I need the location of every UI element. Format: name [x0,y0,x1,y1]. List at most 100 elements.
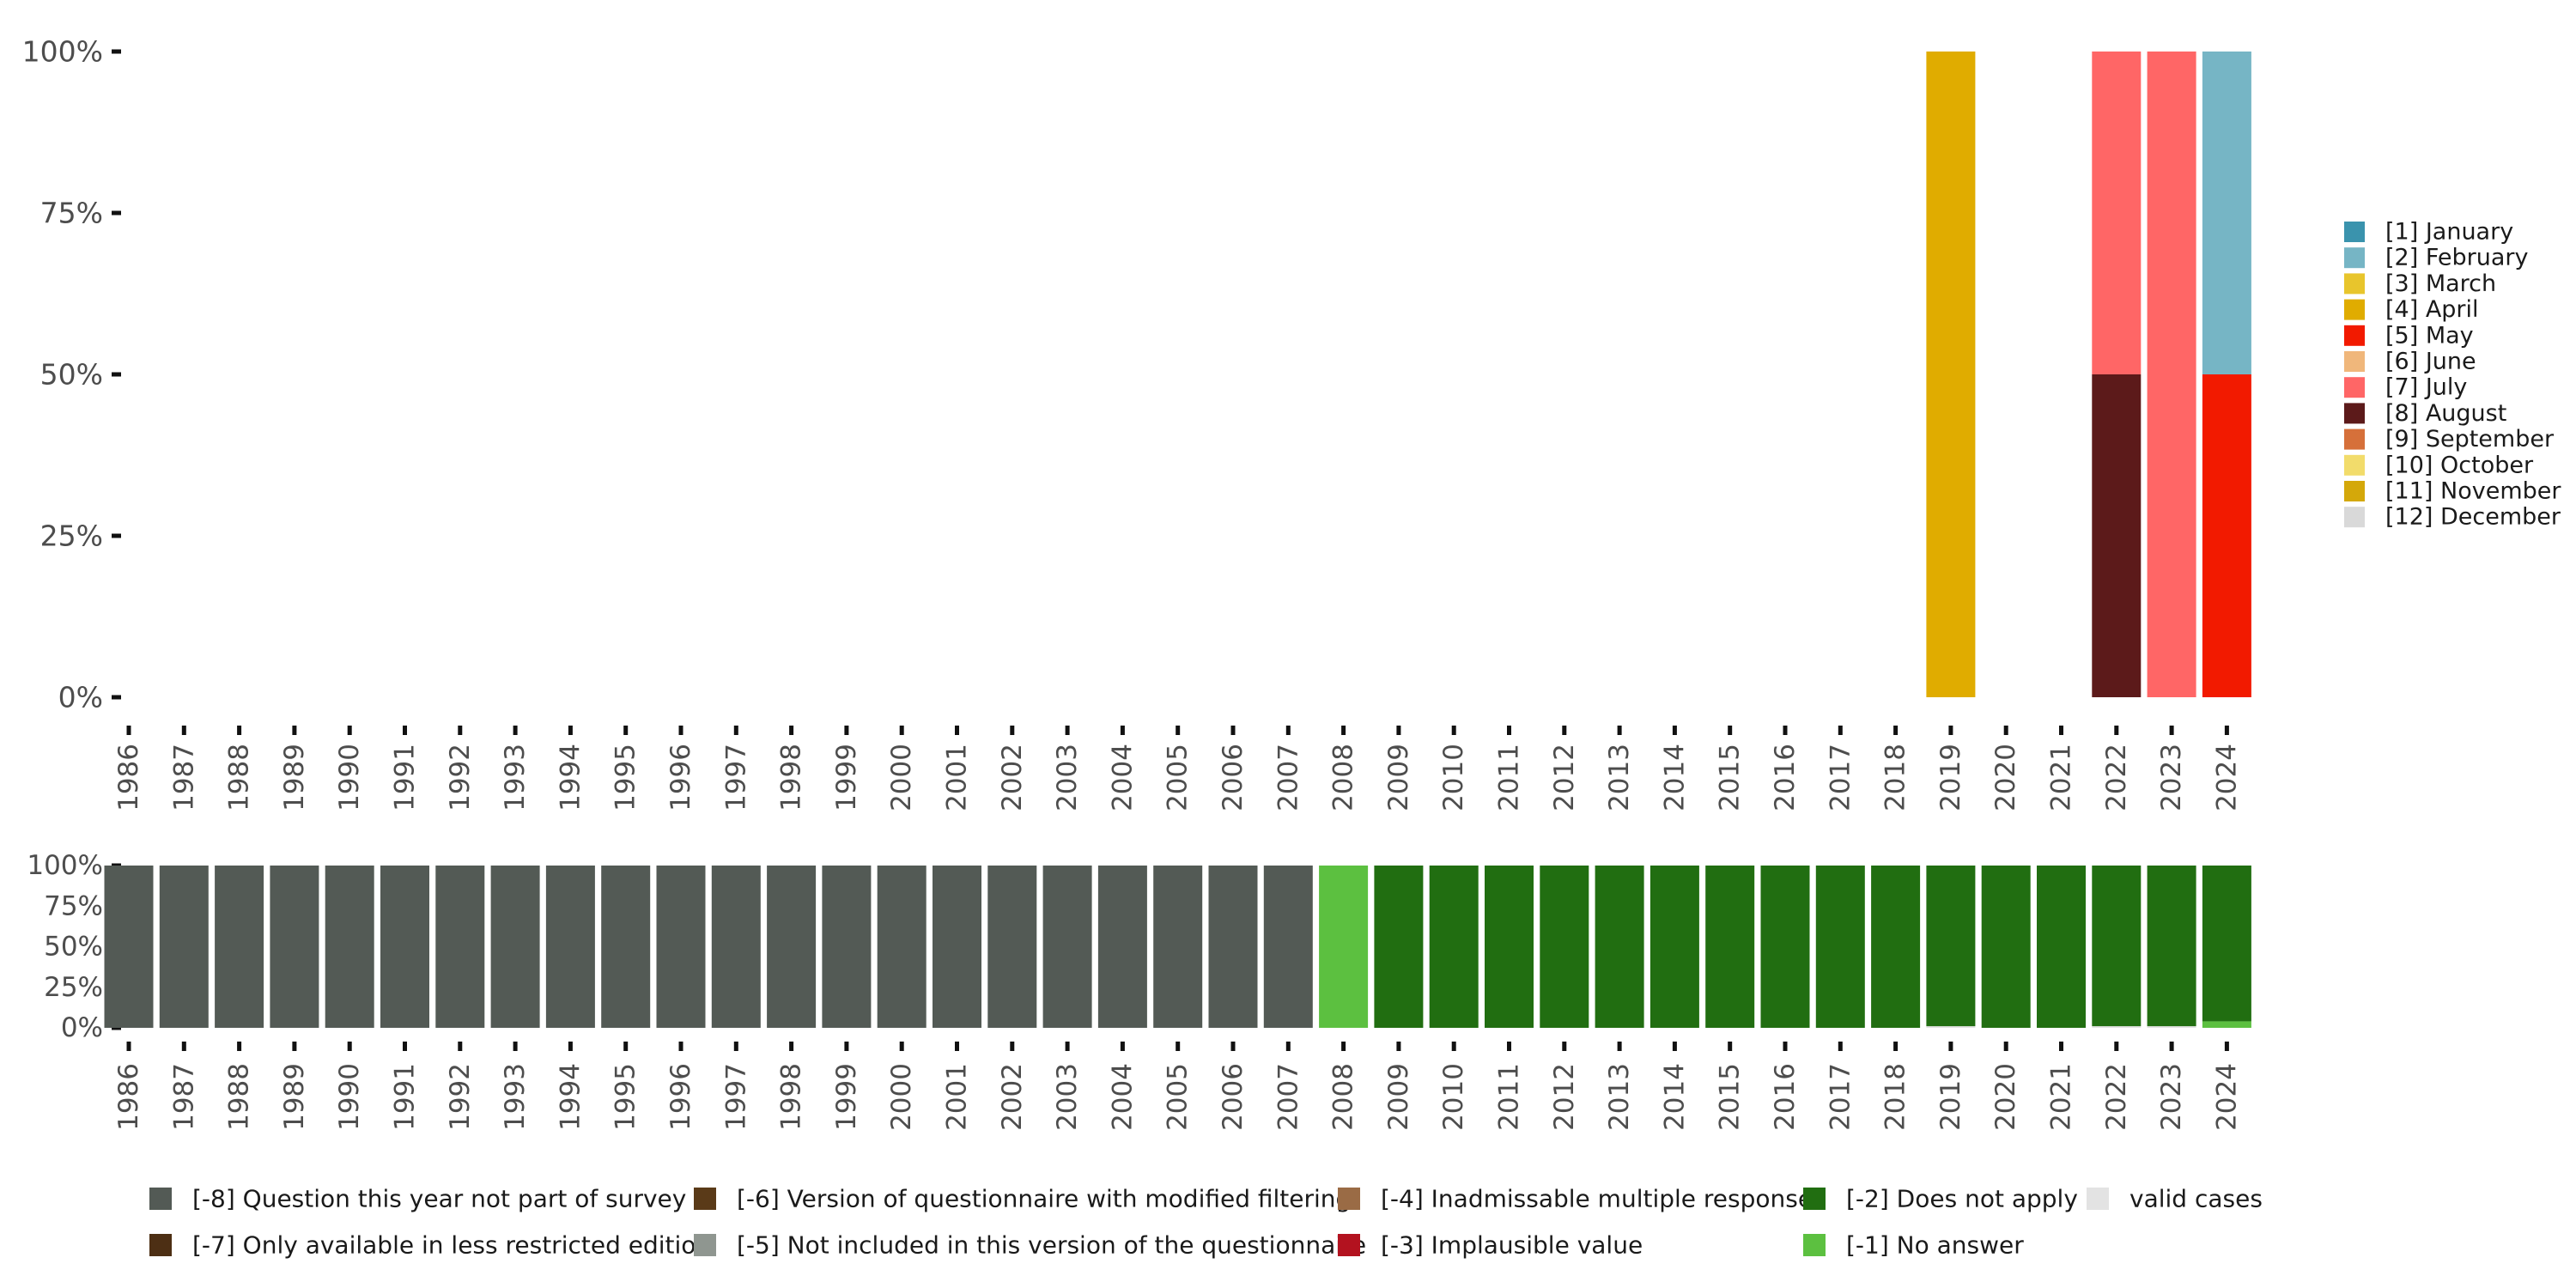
x-tick-label: 2022 [2101,1063,2132,1131]
bar-2022-7-july [2092,52,2142,374]
x-tick-label: 2000 [886,744,917,811]
bar-2019-2-does-not-apply [1926,866,1976,1027]
legend-swatch-6-june [2344,351,2365,372]
bar-2022-8-august [2092,374,2142,697]
bar-1995-8-question-this-year-not-part-of-survey [601,866,651,1028]
bar-2017-2-does-not-apply [1815,866,1865,1028]
y-tick-label: 0% [61,1012,103,1043]
x-tick-label: 1993 [500,1063,531,1131]
x-tick-label: 2006 [1218,1063,1249,1131]
x-tick-label: 1991 [390,1063,421,1131]
x-tick-label: 2021 [2046,744,2077,811]
bar-2006-8-question-this-year-not-part-of-survey [1208,866,1258,1028]
legend-swatch-5-not-included-in-this-version-of-the-questionnaire [694,1234,716,1256]
legend-label-8-question-this-year-not-part-of-survey: [-8] Question this year not part of surv… [192,1185,686,1213]
x-tick-label: 2003 [1052,1063,1083,1131]
bar-2024-5-may [2202,374,2251,697]
bar-2022-2-does-not-apply [2092,866,2142,1027]
x-tick-label: 1993 [500,744,531,811]
bar-2022-valid-cases [2092,1026,2142,1028]
x-tick-label: 2015 [1715,1063,1746,1131]
legend-label-1-no-answer: [-1] No answer [1846,1231,2024,1260]
bar-2021-2-does-not-apply [2037,866,2086,1028]
x-tick-label: 2006 [1218,744,1249,811]
x-tick-label: 1997 [720,744,751,811]
bar-1999-8-question-this-year-not-part-of-survey [822,866,872,1028]
legend-label-6-version-of-questionnaire-with-modified-filtering: [-6] Version of questionnaire with modif… [737,1185,1351,1213]
x-tick-label: 1986 [113,744,144,811]
x-tick-label: 1996 [665,744,696,811]
legend-swatch-2-does-not-apply [1803,1188,1826,1210]
bar-1993-8-question-this-year-not-part-of-survey [490,866,540,1028]
x-tick-label: 2022 [2101,744,2132,811]
x-tick-label: 2016 [1770,744,1801,811]
y-tick-label: 50% [40,358,103,392]
legend-swatch-3-implausible-value [1338,1234,1360,1256]
bar-2008-1-no-answer [1319,866,1369,1028]
bar-1994-8-question-this-year-not-part-of-survey [545,866,595,1028]
x-tick-label: 2023 [2156,1063,2187,1131]
bottom-panel: 0% 25% 50% 75% 100% 1986 1987 1988 1989 1990 1991 1… [27,850,2251,1131]
x-tick-label: 2018 [1880,1063,1911,1131]
x-tick-label: 2012 [1549,1063,1580,1131]
x-tick-label: 2021 [2046,1063,2077,1131]
x-tick-label: 1995 [611,744,641,811]
x-tick-label: 2011 [1494,744,1525,811]
x-tick-label: 2002 [997,744,1028,811]
legend-swatch-1-january [2344,222,2365,242]
bar-2013-2-does-not-apply [1595,866,1644,1028]
x-tick-label: 2007 [1273,744,1303,811]
legend-label-4-april: [4] April [2385,296,2479,323]
legend-swatch-6-version-of-questionnaire-with-modified-filtering [694,1188,716,1210]
y-tick-label: 0% [58,681,103,714]
x-tick-label: 2000 [886,1063,917,1131]
bar-1996-8-question-this-year-not-part-of-survey [656,866,706,1028]
legend-swatch-11-november [2344,481,2365,501]
legend-swatch-4-inadmissable-multiple-response [1338,1188,1360,1210]
x-tick-label: 1990 [334,744,365,811]
x-tick-label: 2019 [1935,1063,1966,1131]
x-tick-label: 2014 [1659,744,1690,811]
bar-2019-4-april [1926,52,1976,697]
legend-label-5-not-included-in-this-version-of-the-questionnaire: [-5] Not included in this version of the… [737,1231,1366,1260]
bar-2007-8-question-this-year-not-part-of-survey [1263,866,1313,1028]
y-tick-label: 100% [27,850,103,881]
legend-swatch-4-april [2344,299,2365,320]
x-tick-label: 2013 [1604,1063,1635,1131]
x-tick-label: 2017 [1825,1063,1856,1131]
bar-1987-8-question-this-year-not-part-of-survey [159,866,209,1028]
x-tick-label: 1998 [776,744,807,811]
bar-1986-8-question-this-year-not-part-of-survey [104,866,154,1028]
x-tick-label: 2019 [1935,744,1966,811]
x-tick-label: 1998 [776,1063,807,1131]
legend-label-3-implausible-value: [-3] Implausible value [1381,1231,1643,1260]
x-tick-label: 2001 [942,744,973,811]
bar-2004-8-question-this-year-not-part-of-survey [1097,866,1147,1028]
x-tick-label: 2020 [1990,744,2021,811]
legend-swatch-5-may [2344,325,2365,346]
legend-label-3-march: [3] March [2385,270,2496,297]
x-tick-label: 1987 [168,1063,199,1131]
legend-label-2-does-not-apply: [-2] Does not apply [1846,1185,2078,1213]
legend-label-10-october: [10] October [2385,452,2534,478]
legend-swatch-12-december [2344,507,2365,528]
x-tick-label: 2020 [1990,1063,2021,1131]
top-legend: [1] January[2] February[3] March[4] Apri… [2344,219,2561,531]
x-tick-label: 1989 [279,744,310,811]
bar-2010-2-does-not-apply [1429,866,1479,1028]
legend-swatch-1-no-answer [1803,1234,1826,1256]
bar-1990-8-question-this-year-not-part-of-survey [325,866,374,1028]
bar-2015-2-does-not-apply [1705,866,1755,1028]
x-tick-label: 2014 [1659,1063,1690,1131]
legend-swatch-8-august [2344,403,2365,424]
legend-label-7-july: [7] July [2385,374,2467,401]
x-tick-label: 2013 [1604,744,1635,811]
bar-2023-valid-cases [2147,1026,2196,1028]
y-tick-label: 50% [44,932,103,963]
bar-2001-8-question-this-year-not-part-of-survey [933,866,981,1028]
bar-2024-2-february [2202,52,2251,374]
x-tick-label: 1999 [831,744,862,811]
x-tick-label: 1994 [555,744,586,811]
bar-1988-8-question-this-year-not-part-of-survey [215,866,264,1028]
x-tick-label: 2001 [942,1063,973,1131]
